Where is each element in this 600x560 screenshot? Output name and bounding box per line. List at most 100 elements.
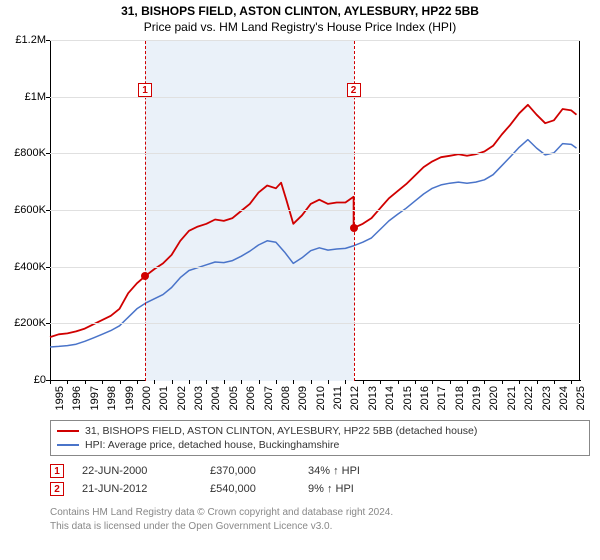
sale-marker-2: 2: [347, 83, 361, 97]
x-axis-label: 2023: [541, 386, 553, 410]
x-axis-label: 2011: [332, 386, 344, 410]
title-subtitle: Price paid vs. HM Land Registry's House …: [0, 20, 600, 34]
x-tick: [502, 380, 503, 384]
x-axis-label: 1996: [71, 386, 83, 410]
x-tick: [398, 380, 399, 384]
series-hpi: [50, 140, 577, 347]
y-tick: [46, 153, 50, 154]
x-tick: [172, 380, 173, 384]
y-axis-label: £600K: [10, 204, 46, 216]
footer-attribution: Contains HM Land Registry data © Crown c…: [50, 506, 590, 533]
y-axis-label: £400K: [10, 261, 46, 273]
sale-dot-1: [141, 272, 149, 280]
x-axis-label: 2006: [245, 386, 257, 410]
legend-label: HPI: Average price, detached house, Buck…: [85, 439, 339, 451]
x-axis-label: 2019: [471, 386, 483, 410]
x-tick: [537, 380, 538, 384]
x-axis-label: 2013: [367, 386, 379, 410]
x-tick: [67, 380, 68, 384]
gridline: [50, 153, 580, 154]
x-tick: [363, 380, 364, 384]
x-tick: [259, 380, 260, 384]
x-axis-label: 2002: [176, 386, 188, 410]
x-axis-label: 1997: [89, 386, 101, 410]
x-tick: [241, 380, 242, 384]
x-tick: [311, 380, 312, 384]
x-tick: [189, 380, 190, 384]
sales-row-marker: 2: [50, 482, 64, 496]
y-axis-label: £800K: [10, 147, 46, 159]
legend-label: 31, BISHOPS FIELD, ASTON CLINTON, AYLESB…: [85, 425, 477, 437]
sales-row-price: £540,000: [210, 483, 290, 495]
sales-row-price: £370,000: [210, 465, 290, 477]
gridline: [50, 267, 580, 268]
x-tick: [432, 380, 433, 384]
y-axis-label: £0: [10, 374, 46, 386]
x-axis-label: 2017: [436, 386, 448, 410]
sales-row-date: 21-JUN-2012: [82, 483, 192, 495]
x-axis-label: 2010: [315, 386, 327, 410]
x-tick: [293, 380, 294, 384]
x-axis-label: 2016: [419, 386, 431, 410]
sales-row-pct: 9% ↑ HPI: [308, 483, 408, 495]
gridline: [50, 210, 580, 211]
legend-item: HPI: Average price, detached house, Buck…: [57, 438, 583, 452]
x-tick: [484, 380, 485, 384]
x-axis-label: 2001: [158, 386, 170, 410]
x-axis-label: 2024: [558, 386, 570, 410]
x-axis-label: 1995: [54, 386, 66, 410]
x-axis-label: 2009: [297, 386, 309, 410]
y-axis-label: £1.2M: [10, 34, 46, 46]
x-tick: [102, 380, 103, 384]
x-axis-label: 2003: [193, 386, 205, 410]
chart-container: 31, BISHOPS FIELD, ASTON CLINTON, AYLESB…: [0, 0, 600, 560]
x-axis-label: 1998: [106, 386, 118, 410]
x-axis-label: 2025: [575, 386, 587, 410]
x-axis-label: 2022: [523, 386, 535, 410]
x-tick: [345, 380, 346, 384]
x-tick: [50, 380, 51, 384]
x-axis-label: 2021: [506, 386, 518, 410]
x-axis-label: 1999: [124, 386, 136, 410]
x-tick: [206, 380, 207, 384]
gridline: [50, 323, 580, 324]
x-tick: [467, 380, 468, 384]
legend-item: 31, BISHOPS FIELD, ASTON CLINTON, AYLESB…: [57, 424, 583, 438]
x-tick: [276, 380, 277, 384]
sales-row-date: 22-JUN-2000: [82, 465, 192, 477]
x-tick: [571, 380, 572, 384]
sales-table: 122-JUN-2000£370,00034% ↑ HPI221-JUN-201…: [50, 462, 590, 498]
x-tick: [154, 380, 155, 384]
x-axis-label: 2018: [454, 386, 466, 410]
footer-line2: This data is licensed under the Open Gov…: [50, 520, 590, 534]
x-axis-label: 2005: [228, 386, 240, 410]
sales-row-marker: 1: [50, 464, 64, 478]
x-axis-label: 2015: [402, 386, 414, 410]
x-axis-label: 2000: [141, 386, 153, 410]
x-tick: [85, 380, 86, 384]
series-svg: [50, 41, 580, 381]
sales-row: 122-JUN-2000£370,00034% ↑ HPI: [50, 462, 590, 480]
legend-swatch: [57, 430, 79, 432]
y-tick: [46, 210, 50, 211]
y-tick: [46, 97, 50, 98]
y-axis-label: £1M: [10, 91, 46, 103]
x-tick: [415, 380, 416, 384]
x-axis-label: 2008: [280, 386, 292, 410]
sales-row: 2 21-JUN-2012 £540,000 9% ↑ HPI: [50, 480, 590, 498]
y-axis-label: £200K: [10, 317, 46, 329]
x-tick: [328, 380, 329, 384]
y-tick: [46, 40, 50, 41]
x-tick: [137, 380, 138, 384]
x-axis-label: 2012: [349, 386, 361, 410]
x-tick: [519, 380, 520, 384]
x-axis-label: 2004: [210, 386, 222, 410]
footer-line1: Contains HM Land Registry data © Crown c…: [50, 506, 590, 520]
y-tick: [46, 267, 50, 268]
x-tick: [380, 380, 381, 384]
y-tick: [46, 323, 50, 324]
x-axis-label: 2014: [384, 386, 396, 410]
gridline: [50, 40, 580, 41]
legend-swatch: [57, 444, 79, 446]
title-address: 31, BISHOPS FIELD, ASTON CLINTON, AYLESB…: [0, 4, 600, 18]
